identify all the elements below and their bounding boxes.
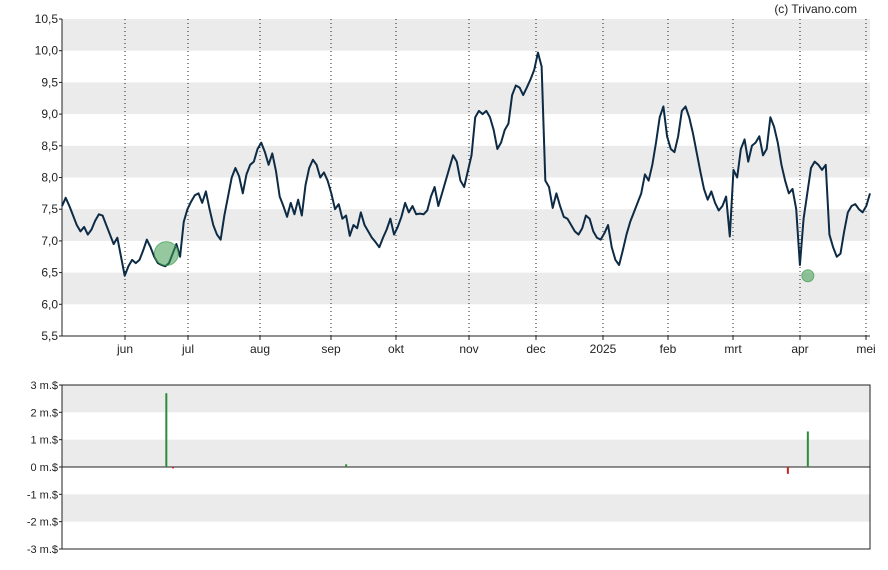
month-tick-label: feb	[660, 342, 677, 356]
price-line	[61, 51, 871, 277]
volume-band	[62, 385, 870, 413]
price-band	[62, 19, 870, 51]
volume-y-tick-label: -3 m.$	[27, 544, 58, 556]
volume-bars	[165, 393, 809, 474]
transaction-bubble	[801, 269, 815, 283]
price-y-tick-label: 7,0	[41, 234, 58, 248]
month-tick-label: 2025	[590, 342, 617, 356]
volume-panel-bands	[62, 385, 870, 522]
price-y-tick-label: 10,0	[35, 44, 59, 58]
month-tick-label: jun	[116, 342, 133, 356]
price-y-tick-label: 7,5	[41, 202, 58, 216]
month-tick-label: mei	[856, 342, 875, 356]
volume-y-tick-labels: -3 m.$ -2 m.$ -1 m.$ 0 m.$ 1 m.$ 2 m.$ 3 m.$	[27, 380, 62, 556]
price-y-tick-label: 8,0	[41, 171, 58, 185]
price-y-tick-label: 9,0	[41, 107, 58, 121]
volume-y-tick-label: 2 m.$	[30, 407, 58, 419]
price-y-tick-label: 8,5	[41, 139, 58, 153]
price-band	[62, 82, 870, 115]
month-tick-label: okt	[388, 342, 405, 356]
month-tick-label: apr	[791, 342, 808, 356]
price-y-tick-labels: 5,5 6,0 6,5 7,0 7,5 8,0 8,5 9,0 9,5 10,0 10,5	[35, 12, 62, 343]
month-gridlines	[124, 19, 867, 336]
price-y-tick-label: 6,5	[41, 266, 58, 280]
credit-label: (c) Trivano.com	[774, 2, 857, 16]
volume-y-tick-label: 1 m.$	[30, 435, 58, 447]
price-panel-bands	[62, 19, 870, 305]
volume-y-tick-label: -1 m.$	[27, 489, 58, 501]
price-band	[62, 209, 870, 241]
volume-band	[62, 439, 870, 467]
month-tick-label: sep	[321, 342, 341, 356]
month-tick-label: aug	[250, 342, 270, 356]
price-y-tick-label: 10,5	[35, 12, 59, 26]
transaction-bubbles	[153, 241, 815, 283]
month-tick-label: jul	[181, 342, 194, 356]
month-tick-labels: jun jul aug sep okt nov dec 2025 feb mrt apr mei	[116, 336, 876, 356]
volume-band	[62, 494, 870, 522]
price-y-tick-label: 6,0	[41, 297, 58, 311]
price-y-tick-label: 5,5	[41, 329, 58, 343]
month-tick-label: dec	[526, 342, 545, 356]
transaction-bubble	[153, 241, 179, 267]
volume-y-tick-label: -2 m.$	[27, 517, 58, 529]
price-y-tick-label: 9,5	[41, 75, 58, 89]
volume-y-tick-label: 0 m.$	[30, 462, 58, 474]
month-tick-label: mrt	[724, 342, 742, 356]
volume-y-tick-label: 3 m.$	[30, 380, 58, 392]
month-tick-label: nov	[459, 342, 478, 356]
price-series	[61, 51, 871, 277]
price-band	[62, 272, 870, 305]
